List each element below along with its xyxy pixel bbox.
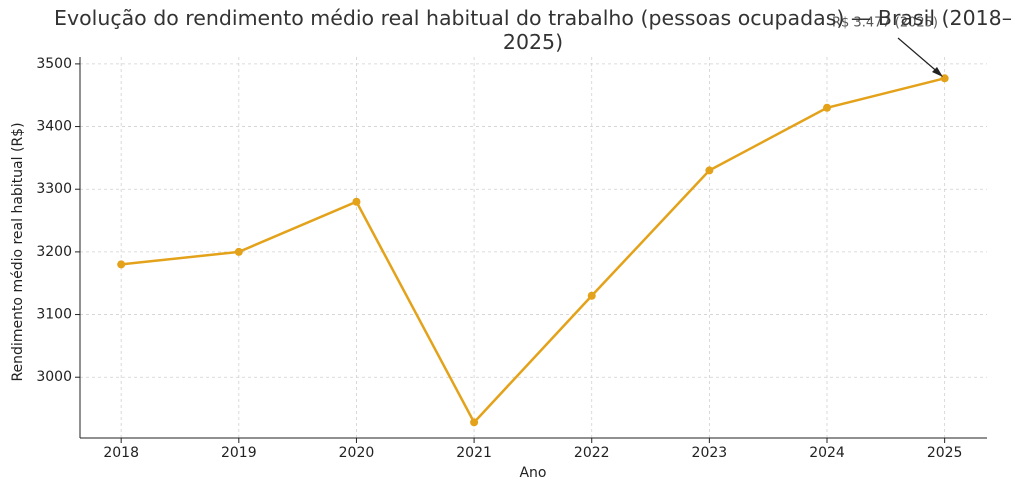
data-point — [470, 418, 479, 427]
y-tick-label: 3300 — [36, 181, 72, 197]
data-point — [587, 291, 596, 300]
x-tick-label: 2019 — [221, 445, 257, 461]
data-point — [352, 197, 361, 206]
data-point — [705, 166, 714, 175]
y-tick-label: 3500 — [36, 56, 72, 72]
data-point — [940, 74, 949, 83]
x-tick-label: 2023 — [692, 445, 728, 461]
x-tick-label: 2024 — [809, 445, 845, 461]
annotation-arrowhead — [932, 67, 943, 77]
data-point — [234, 247, 243, 256]
x-axis-label: Ano — [519, 465, 546, 481]
x-tick-label: 2018 — [103, 445, 139, 461]
data-point — [117, 260, 126, 269]
x-tick-label: 2022 — [574, 445, 610, 461]
annotation: R$ 3.477 (2025) — [832, 16, 938, 31]
x-tick-label: 2020 — [339, 445, 375, 461]
y-tick-label: 3100 — [36, 307, 72, 323]
data-point — [823, 103, 832, 112]
chart-title: Evolução do rendimento médio real habitu… — [54, 6, 1012, 54]
annotation-arrow — [897, 37, 941, 75]
data-line — [121, 77, 945, 425]
y-axis-label: Rendimento médio real habitual (R$) — [10, 122, 26, 381]
y-tick-label: 3200 — [36, 244, 72, 260]
y-tick-label: 3400 — [36, 119, 72, 135]
y-tick-label: 3000 — [36, 369, 72, 385]
plot: 3000 3100 3200 3300 3400 3500 2018 2019 2020 2021… — [36, 56, 987, 461]
x-tick-label: 2025 — [927, 445, 963, 461]
x-tick-label: 2021 — [456, 445, 492, 461]
